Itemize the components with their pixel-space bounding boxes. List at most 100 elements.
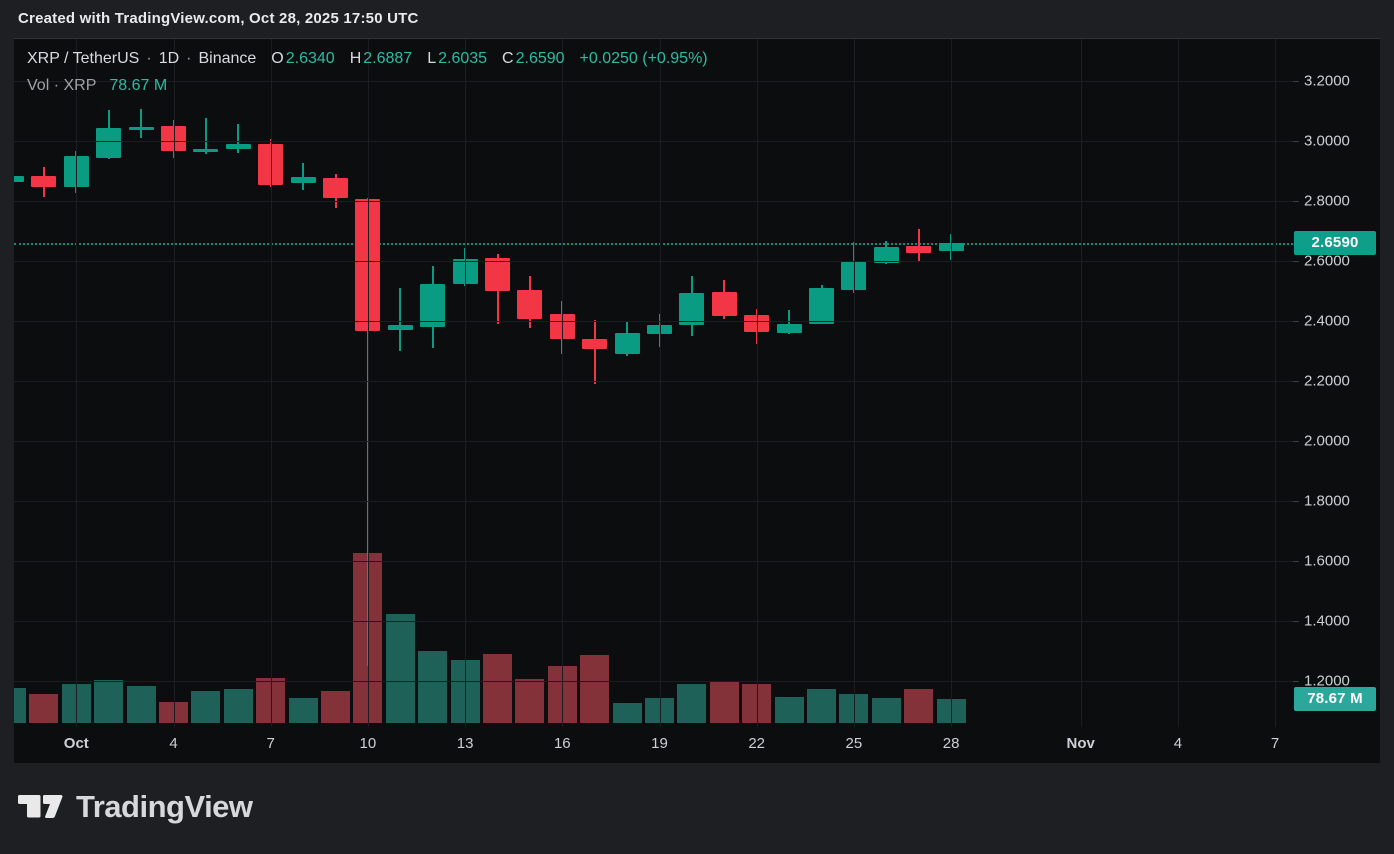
price-axis[interactable]: 3.2000 3.0000 2.8000 2.6000 2.4000 2.2000 2.00… [1293, 39, 1380, 727]
separator-dot: · [146, 49, 152, 67]
price-axis-tick [1293, 561, 1299, 562]
price-axis-label: 1.8000 [1304, 492, 1350, 510]
candle-body [776, 324, 802, 333]
price-axis-tick [1293, 141, 1299, 142]
time-axis-label: 19 [651, 735, 668, 752]
candle-body [96, 127, 122, 158]
volume-bar [871, 698, 901, 723]
candle-wick [140, 109, 143, 138]
horizontal-gridline [14, 621, 1293, 622]
chart-plot-area[interactable] [14, 39, 1293, 727]
tradingview-logo[interactable]: TradingView [18, 789, 253, 825]
price-axis-label: 2.2000 [1304, 372, 1350, 390]
volume-label: Vol · XRP [27, 76, 97, 94]
candle-body [809, 287, 834, 324]
volume-bar [483, 653, 512, 723]
time-axis-label: Nov [1066, 735, 1095, 752]
vertical-gridline [1275, 39, 1277, 727]
ohlc-close: C 2.6590 [502, 49, 565, 67]
vertical-gridline [367, 39, 369, 727]
current-volume-badge: 78.67 M [1294, 687, 1376, 712]
time-axis-label: 10 [359, 735, 377, 752]
price-axis-label: 2.4000 [1304, 312, 1350, 330]
volume-bar [288, 697, 318, 723]
symbol-row: XRP / TetherUS · 1D · Binance O 2.6340 H… [27, 45, 708, 72]
horizontal-gridline [14, 81, 1293, 82]
symbol-name: XRP / TetherUS [27, 49, 140, 67]
horizontal-gridline [14, 501, 1293, 502]
candle-body [31, 175, 57, 187]
price-axis-tick [1293, 261, 1299, 262]
vertical-gridline [270, 39, 272, 727]
vertical-gridline [756, 39, 758, 727]
price-axis-tick [1293, 501, 1299, 502]
candle-body [387, 324, 413, 330]
candle-body [873, 246, 899, 263]
time-axis-label: 4 [1173, 735, 1183, 752]
candle-body [193, 149, 219, 153]
vertical-gridline [465, 39, 467, 727]
horizontal-gridline [14, 561, 1293, 562]
time-axis-label: 4 [169, 735, 178, 752]
volume-bar [774, 697, 804, 723]
volume-bar [418, 650, 448, 723]
time-axis-label: Oct [63, 735, 89, 752]
horizontal-gridline [14, 681, 1293, 682]
price-axis-label: 2.8000 [1304, 192, 1350, 210]
vertical-gridline [76, 39, 78, 727]
vertical-gridline [659, 39, 661, 727]
price-axis-label: 2.6000 [1304, 252, 1350, 270]
time-axis[interactable]: Oct 4 7 10 13 16 19 22 25 28 Nov 4 7 [14, 727, 1380, 763]
volume-bar [94, 679, 124, 723]
price-axis-label: 2.0000 [1304, 432, 1350, 450]
vertical-gridline [1080, 39, 1082, 727]
attribution-bar: Created with TradingView.com, Oct 28, 20… [0, 0, 1394, 38]
candle-wick [204, 117, 207, 154]
time-axis-label: 28 [942, 735, 960, 752]
volume-bar [321, 691, 350, 723]
horizontal-gridline [14, 321, 1293, 322]
tradingview-logo-text: TradingView [76, 789, 253, 824]
candle-body [582, 338, 608, 350]
time-axis-label: 25 [845, 735, 863, 752]
volume-bar [515, 679, 545, 723]
volume-bar [807, 689, 836, 723]
candle-body [679, 292, 705, 326]
candle-wick [593, 319, 596, 385]
candle-body [614, 332, 640, 355]
ohlc-low: L 2.6035 [427, 49, 488, 67]
price-change: +0.0250 (+0.95%) [579, 49, 708, 67]
candle-body [323, 177, 348, 198]
price-axis-tick [1293, 681, 1299, 682]
volume-bar [385, 613, 415, 723]
candle-body [290, 177, 316, 183]
vertical-gridline [562, 39, 564, 727]
candle-wick [399, 287, 402, 351]
horizontal-gridline [14, 141, 1293, 142]
price-axis-tick [1293, 81, 1299, 82]
time-axis-label: 7 [1270, 735, 1280, 752]
tradingview-logo-icon [18, 795, 63, 819]
chart-panel: XRP / TetherUS · 1D · Binance O 2.6340 H… [14, 38, 1380, 763]
volume-bar [223, 688, 253, 723]
time-axis-label: 16 [553, 735, 571, 752]
time-axis-label: 13 [456, 735, 474, 752]
price-axis-label: 1.4000 [1304, 612, 1350, 630]
time-axis-label: 22 [748, 735, 766, 752]
volume-bar [677, 684, 707, 723]
price-axis-tick [1293, 441, 1299, 442]
volume-bar [612, 702, 642, 723]
ohlc-open: O 2.6340 [271, 49, 335, 67]
price-axis-label: 1.6000 [1304, 552, 1350, 570]
separator-dot: · [186, 49, 192, 67]
current-price-line [14, 243, 1293, 246]
vertical-gridline [951, 39, 953, 727]
candle-body [906, 246, 932, 253]
candle-body [420, 284, 446, 327]
price-axis-tick [1293, 621, 1299, 622]
candle-body [711, 291, 737, 316]
vertical-gridline [1177, 39, 1179, 727]
volume-row: Vol · XRP 78.67 M [27, 72, 708, 99]
volume-value: 78.67 M [109, 76, 168, 94]
time-axis-label: 7 [266, 735, 275, 752]
